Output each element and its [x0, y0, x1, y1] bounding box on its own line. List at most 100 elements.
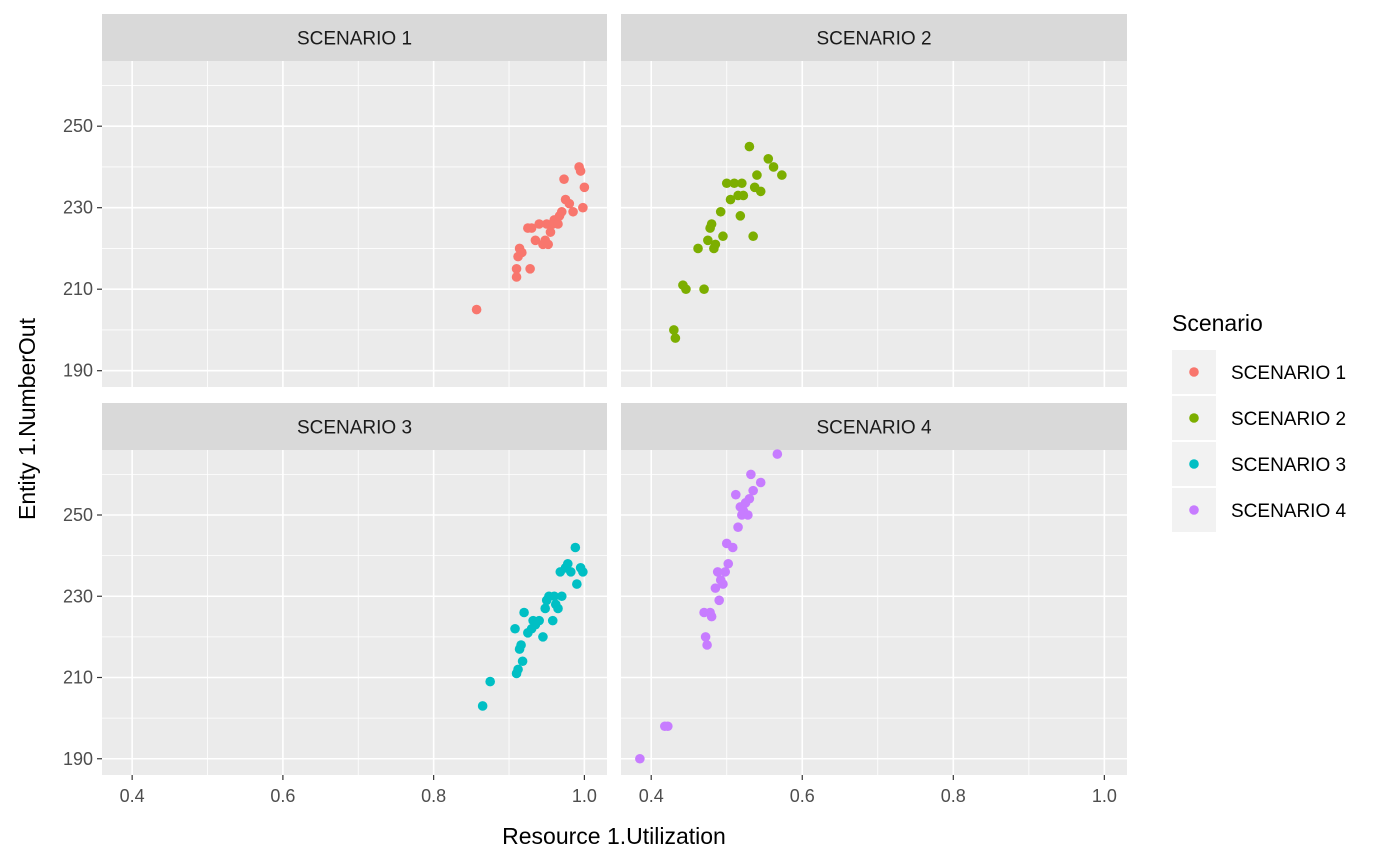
data-point-scenario-3	[572, 579, 582, 589]
data-point-scenario-3	[556, 591, 567, 602]
data-point-scenario-2	[669, 325, 679, 335]
data-point-scenario-1	[471, 304, 482, 315]
data-point-scenario-2	[725, 194, 736, 205]
data-point-scenario-1	[579, 182, 590, 193]
data-point-scenario-3	[566, 567, 576, 577]
data-point-scenario-2	[715, 206, 726, 217]
legend-label: SCENARIO 4	[1231, 501, 1347, 522]
data-point-scenario-4	[718, 579, 728, 589]
data-point-scenario-4	[714, 595, 724, 606]
data-point-scenario-1	[534, 219, 544, 229]
data-point-scenario-1	[568, 206, 578, 217]
facet-panel-scenario-2: SCENARIO 2	[621, 14, 1127, 387]
y-tick-label: 250	[63, 116, 93, 136]
legend-items: SCENARIO 1 SCENARIO 2 SCENARIO 3 SCENARIO 4	[1172, 350, 1347, 532]
x-tick-label: 0.4	[120, 786, 145, 806]
data-point-scenario-3	[516, 640, 526, 650]
data-point-scenario-1	[578, 202, 588, 213]
facet-panel-scenario-4: SCENARIO 4 0.4 0.6 0.8 1.0	[621, 403, 1127, 806]
data-point-scenario-3	[519, 607, 529, 618]
legend-label: SCENARIO 2	[1231, 409, 1346, 430]
data-point-scenario-1	[556, 206, 567, 217]
data-point-scenario-1	[543, 239, 554, 250]
data-point-scenario-2	[777, 170, 787, 180]
data-point-scenario-1	[553, 219, 563, 229]
data-point-scenario-2	[681, 284, 691, 295]
data-point-scenario-3	[578, 567, 588, 577]
x-tick-label: 0.6	[790, 786, 815, 806]
panel-background	[621, 61, 1127, 387]
data-point-scenario-2	[748, 231, 758, 242]
data-point-scenario-1	[575, 166, 586, 176]
data-point-scenario-4	[720, 567, 731, 577]
data-point-scenario-1	[517, 247, 527, 258]
facet-strip-label: SCENARIO 1	[297, 29, 412, 50]
data-point-scenario-1	[559, 174, 569, 184]
data-point-scenario-2	[721, 178, 732, 189]
data-point-scenario-3	[513, 664, 523, 675]
y-tick-label: 250	[63, 505, 93, 525]
data-point-scenario-2	[670, 333, 681, 343]
y-tick-label: 210	[63, 668, 93, 688]
data-point-scenario-2	[752, 170, 762, 180]
facet-strip	[621, 14, 1127, 61]
x-tick-label: 0.8	[421, 786, 446, 806]
x-tick-label: 0.6	[270, 786, 295, 806]
data-point-scenario-1	[511, 264, 522, 274]
data-point-scenario-2	[718, 231, 728, 242]
y-axis-title: Entity 1.NumberOut	[14, 317, 40, 520]
data-point-scenario-4	[743, 510, 753, 520]
data-point-scenario-3	[534, 615, 544, 626]
legend-swatch	[1189, 413, 1199, 423]
data-point-scenario-4	[730, 489, 741, 500]
legend-swatch	[1189, 459, 1199, 469]
data-point-scenario-3	[485, 676, 495, 687]
x-tick-label: 1.0	[572, 786, 597, 806]
data-point-scenario-1	[564, 198, 575, 209]
data-point-scenario-1	[525, 264, 535, 274]
data-point-scenario-4	[635, 753, 645, 764]
data-point-scenario-2	[693, 243, 703, 254]
x-tick-label: 0.8	[941, 786, 966, 806]
data-point-scenario-3	[549, 591, 560, 602]
facet-strip	[621, 403, 1127, 450]
panel-background	[621, 450, 1127, 775]
y-tick-label: 190	[63, 361, 93, 381]
data-point-scenario-3	[547, 615, 558, 626]
data-point-scenario-3	[563, 558, 573, 569]
panel-background	[102, 61, 607, 387]
legend-swatch	[1189, 505, 1199, 515]
facet-panel-scenario-3: SCENARIO 3 190 210 230 250 0.4 0.6 0.8 1.0	[63, 403, 607, 806]
data-point-scenario-2	[699, 284, 709, 295]
data-point-scenario-3	[477, 701, 488, 711]
facet-strip	[102, 14, 607, 61]
legend-title: Scenario	[1172, 310, 1263, 336]
facet-strip	[102, 403, 607, 450]
data-point-scenario-4	[702, 640, 712, 650]
data-point-scenario-2	[763, 154, 774, 164]
facet-panels: SCENARIO 1 190 210 230 250 SCENARIO 2 SCENARIO…	[63, 14, 1127, 806]
data-point-scenario-1	[526, 223, 537, 233]
data-point-scenario-1	[530, 235, 541, 246]
data-point-scenario-4	[748, 485, 758, 496]
data-point-scenario-4	[744, 493, 755, 504]
legend-swatch	[1189, 367, 1199, 377]
facet-strip-label: SCENARIO 4	[816, 418, 932, 439]
data-point-scenario-4	[733, 522, 743, 532]
data-point-scenario-4	[723, 558, 734, 569]
x-tick-label: 0.4	[639, 786, 664, 806]
data-point-scenario-2	[703, 235, 713, 246]
data-point-scenario-4	[727, 542, 738, 553]
legend-item-scenario-1: SCENARIO 1	[1172, 350, 1346, 394]
data-point-scenario-2	[729, 178, 740, 189]
data-point-scenario-2	[738, 190, 749, 201]
data-point-scenario-3	[553, 603, 563, 614]
data-point-scenario-2	[710, 239, 721, 250]
legend-item-scenario-4: SCENARIO 4	[1172, 488, 1347, 532]
data-point-scenario-4	[746, 469, 756, 480]
data-point-scenario-4	[663, 721, 673, 732]
data-point-scenario-1	[545, 227, 556, 237]
x-tick-label: 1.0	[1092, 786, 1117, 806]
data-point-scenario-2	[768, 162, 779, 172]
